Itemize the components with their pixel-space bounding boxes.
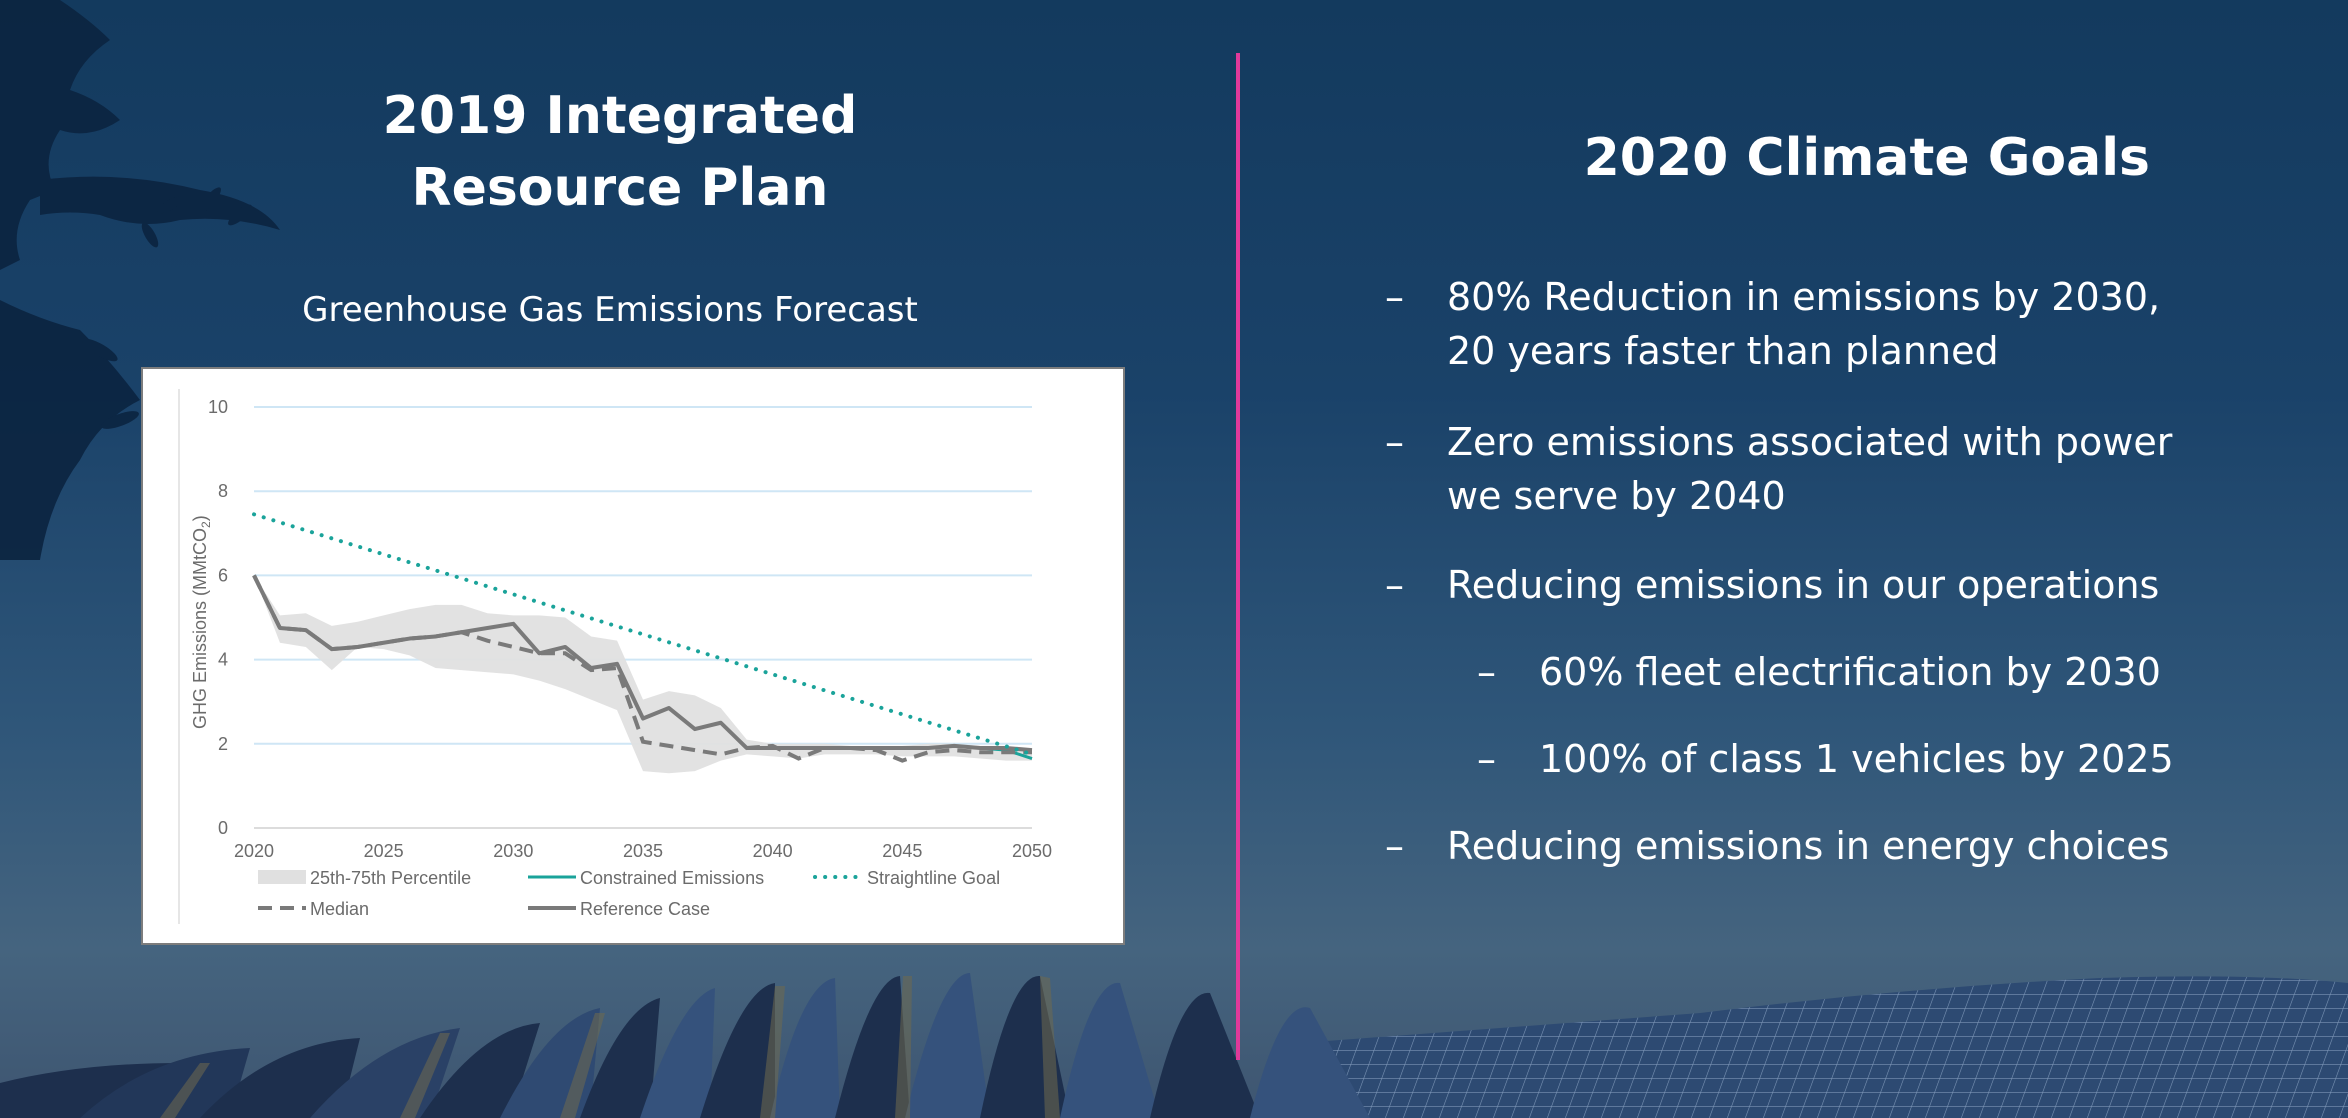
x-tick-label: 2020 bbox=[234, 841, 274, 861]
emissions-chart-card: 0 2 4 6 8 10 2020 2025 2030 2035 2040 2045 2050 GHG… bbox=[141, 367, 1125, 945]
series-lines-layer bbox=[252, 512, 1034, 763]
x-tick-label: 2030 bbox=[493, 841, 533, 861]
goal-text: Zero emissions associated with power we … bbox=[1447, 420, 2173, 518]
bullet-dash-icon: – bbox=[1385, 824, 1404, 868]
y-tick-labels: 0 2 4 6 8 10 bbox=[208, 397, 228, 838]
x-tick-labels: 2020 2025 2030 2035 2040 2045 2050 bbox=[234, 841, 1052, 861]
x-tick-label: 2045 bbox=[882, 841, 922, 861]
bullet-dash-icon: – bbox=[1477, 650, 1496, 694]
goal-text: Reducing emissions in our operations bbox=[1447, 563, 2160, 607]
tree-silhouette-background bbox=[0, 0, 280, 560]
legend-label: Reference Case bbox=[580, 899, 710, 919]
bullet-dash-icon: – bbox=[1385, 420, 1404, 464]
x-tick-label: 2035 bbox=[623, 841, 663, 861]
bullet-dash-icon: – bbox=[1385, 563, 1404, 607]
series-line-straightline-goal bbox=[252, 512, 1034, 757]
y-tick-label: 0 bbox=[218, 818, 228, 838]
solar-field-background bbox=[0, 973, 2348, 1118]
legend-swatch-band bbox=[258, 870, 306, 884]
y-tick-label: 10 bbox=[208, 397, 228, 417]
right-title: 2020 Climate Goals bbox=[1583, 128, 2150, 188]
goal-text: 60% fleet electrification by 2030 bbox=[1539, 650, 2161, 694]
y-tick-label: 8 bbox=[218, 481, 228, 501]
section-divider bbox=[1236, 53, 1240, 1060]
legend-label: Straightline Goal bbox=[867, 868, 1000, 888]
chart-legend: 25th-75th Percentile Constrained Emission… bbox=[258, 868, 1000, 919]
bullet-dash-icon: – bbox=[1477, 737, 1496, 781]
series-line-reference-case bbox=[252, 574, 1033, 753]
emissions-forecast-chart: 0 2 4 6 8 10 2020 2025 2030 2035 2040 2045 2050 GHG… bbox=[178, 389, 1052, 924]
y-axis-label: GHG Emissions (MMtCO2) bbox=[190, 515, 213, 729]
chart-subtitle: Greenhouse Gas Emissions Forecast bbox=[302, 290, 918, 330]
x-tick-label: 2050 bbox=[1012, 841, 1052, 861]
legend-label: Constrained Emissions bbox=[580, 868, 764, 888]
percentile-band-area bbox=[254, 575, 1032, 774]
bullet-dash-icon: – bbox=[1385, 275, 1404, 319]
goal-text: 100% of class 1 vehicles by 2025 bbox=[1539, 737, 2174, 781]
goal-text: Reducing emissions in energy choices bbox=[1447, 824, 2170, 868]
percentile-band-layer bbox=[254, 575, 1032, 774]
left-title-line-1: 2019 Integrated bbox=[382, 86, 858, 146]
left-title: 2019 Integrated Resource Plan bbox=[260, 80, 980, 224]
left-title-line-2: Resource Plan bbox=[411, 158, 829, 218]
x-tick-label: 2040 bbox=[753, 841, 793, 861]
y-tick-label: 6 bbox=[218, 565, 228, 585]
x-tick-label: 2025 bbox=[364, 841, 404, 861]
y-tick-label: 2 bbox=[218, 734, 228, 754]
series-line-median bbox=[252, 574, 1032, 763]
y-tick-label: 4 bbox=[218, 650, 228, 670]
legend-label: 25th-75th Percentile bbox=[310, 868, 471, 888]
legend-label: Median bbox=[310, 899, 369, 919]
goal-text: 80% Reduction in emissions by 2030, 20 y… bbox=[1447, 275, 2161, 373]
